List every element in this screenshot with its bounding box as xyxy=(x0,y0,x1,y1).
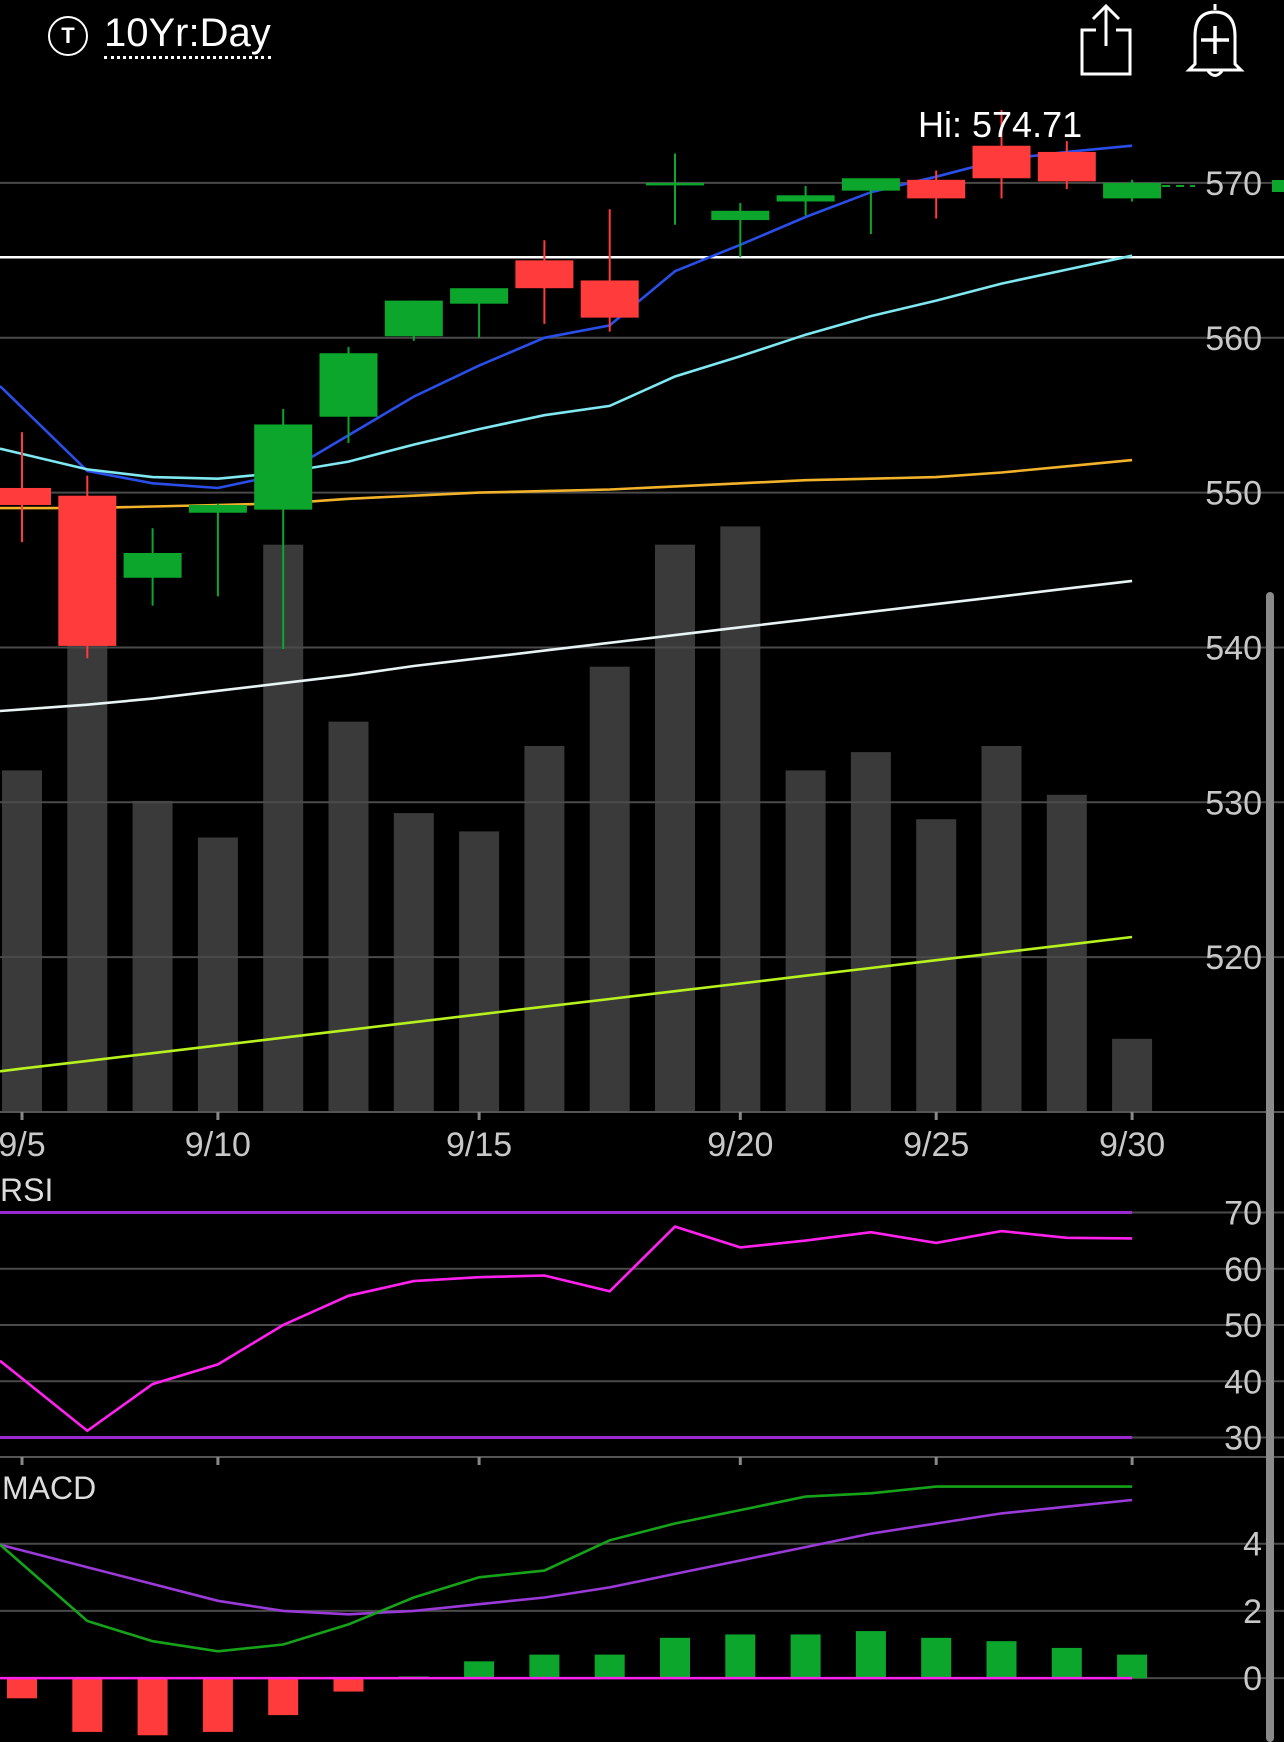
macd-histogram-bar xyxy=(660,1637,690,1679)
price-axis-label: 560 xyxy=(1205,320,1262,358)
volume-bar xyxy=(328,721,369,1112)
volume-bar xyxy=(459,831,500,1112)
moving-average-line xyxy=(0,458,1133,510)
candle-body xyxy=(450,288,509,304)
macd-histogram-bar xyxy=(725,1634,756,1679)
macd-histogram-bar xyxy=(7,1678,37,1699)
volume-bar xyxy=(524,746,565,1112)
volume-bar xyxy=(393,813,434,1112)
rsi-axis-label: 50 xyxy=(1224,1307,1262,1345)
volume-bar xyxy=(850,752,891,1112)
volume-bar xyxy=(2,770,42,1112)
candle-body xyxy=(776,195,835,202)
macd-axis-label: 0 xyxy=(1243,1660,1262,1698)
macd-histogram-bar xyxy=(1117,1654,1148,1679)
volume-bar xyxy=(1112,1038,1153,1112)
candle-body xyxy=(841,178,900,191)
volume-bar xyxy=(720,526,761,1112)
price-axis-label: 540 xyxy=(1205,629,1262,667)
price-axis-label: 550 xyxy=(1205,475,1262,513)
price-axis-label: 520 xyxy=(1205,939,1262,977)
volume-bar xyxy=(197,837,238,1112)
period-selector[interactable]: 10Yr:Day xyxy=(104,10,271,59)
macd-panel-title: MACD xyxy=(2,1470,97,1506)
macd-histogram-bar xyxy=(268,1678,299,1716)
candle-body xyxy=(0,487,51,505)
volume-bar xyxy=(589,666,630,1112)
candle-body xyxy=(1037,151,1096,182)
price-axis-label: 570 xyxy=(1205,165,1262,203)
moving-average-line xyxy=(0,579,1133,713)
candle-body xyxy=(711,210,770,221)
price-axis-label: 530 xyxy=(1205,784,1262,822)
volume-bar xyxy=(67,587,108,1112)
x-axis-label: 9/25 xyxy=(903,1126,969,1164)
bell-plus-icon[interactable] xyxy=(1180,0,1250,80)
macd-histogram-bar xyxy=(72,1678,103,1732)
rsi-line xyxy=(0,1225,1133,1433)
candle-body xyxy=(58,495,117,646)
t-circle-icon[interactable]: T xyxy=(48,16,88,56)
candle-body xyxy=(907,179,966,199)
macd-signal-line xyxy=(0,1498,1133,1616)
macd-histogram-bar xyxy=(594,1654,625,1679)
candle-body xyxy=(972,145,1031,179)
volume-bar xyxy=(981,746,1022,1112)
candle-body xyxy=(188,504,247,513)
volume-bar xyxy=(785,770,826,1112)
macd-histogram-bar xyxy=(986,1641,1017,1679)
candle-body xyxy=(646,182,704,186)
rsi-axis-label: 70 xyxy=(1224,1195,1262,1233)
macd-histogram-bar xyxy=(529,1654,560,1679)
macd-histogram-bar xyxy=(790,1634,821,1679)
rsi-axis-label: 60 xyxy=(1224,1251,1262,1289)
macd-histogram-bar xyxy=(202,1678,233,1732)
last-price-marker xyxy=(1272,180,1284,193)
candle-body xyxy=(384,300,443,337)
x-axis-label: 9/30 xyxy=(1099,1126,1165,1164)
macd-histogram-bar xyxy=(921,1637,952,1679)
rsi-axis-label: 40 xyxy=(1224,1363,1262,1401)
candle-body xyxy=(319,353,378,417)
moving-average-line xyxy=(0,935,1133,1073)
x-axis-label: 9/20 xyxy=(707,1126,773,1164)
volume-bar xyxy=(916,819,957,1112)
candle-body xyxy=(1103,182,1162,199)
macd-line xyxy=(0,1485,1133,1653)
volume-bar xyxy=(655,544,695,1112)
rsi-panel-title: RSI xyxy=(0,1172,54,1208)
candle-body xyxy=(515,260,574,289)
macd-axis-label: 2 xyxy=(1243,1593,1262,1631)
volume-bar xyxy=(1046,794,1087,1112)
macd-histogram-bar xyxy=(333,1678,364,1692)
candle-body xyxy=(254,424,313,510)
moving-average-line xyxy=(0,254,1133,481)
candle-body xyxy=(580,280,639,318)
rsi-axis-label: 30 xyxy=(1224,1420,1262,1458)
macd-axis-label: 4 xyxy=(1243,1526,1262,1564)
macd-histogram-bar xyxy=(855,1631,886,1679)
high-price-label: Hi: 574.71 xyxy=(918,104,1083,145)
x-axis-label: 9/15 xyxy=(446,1126,512,1164)
macd-histogram-bar xyxy=(137,1678,168,1736)
header-bar: T 10Yr:Day xyxy=(0,0,1284,80)
x-axis-label: 9/10 xyxy=(185,1126,251,1164)
candle-body xyxy=(123,552,182,578)
share-icon[interactable] xyxy=(1076,0,1136,80)
macd-histogram-bar xyxy=(1051,1647,1082,1679)
vertical-scrollbar[interactable] xyxy=(1266,592,1274,1742)
x-axis-label: 9/5 xyxy=(0,1126,46,1164)
macd-histogram-bar xyxy=(464,1661,495,1679)
